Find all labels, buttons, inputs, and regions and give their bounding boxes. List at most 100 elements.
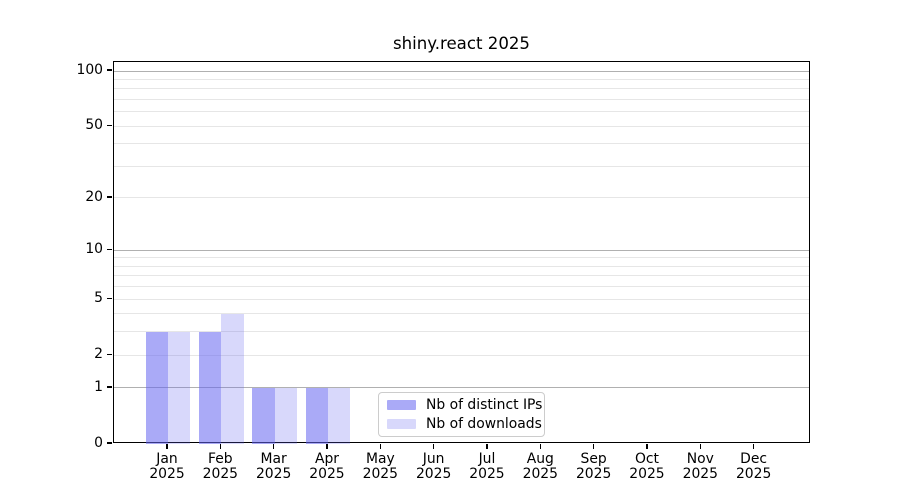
- gridline-minor: [114, 99, 809, 101]
- gridline-major: [114, 70, 809, 72]
- x-tick-month: Dec: [740, 451, 768, 467]
- y-tick-label: 10: [85, 241, 103, 258]
- x-tick: [539, 444, 541, 449]
- x-tick-year: 2025: [202, 465, 238, 482]
- y-tick: [107, 297, 112, 299]
- x-tick-month: Jul: [478, 451, 496, 467]
- x-tick-month: Feb: [208, 451, 233, 467]
- y-tick-label: 1: [94, 378, 103, 395]
- y-tick: [107, 353, 112, 355]
- x-tick-label: Sep 2025: [562, 452, 626, 481]
- gridline-minor: [114, 257, 809, 259]
- bar-distinct-ips: [145, 331, 168, 444]
- x-tick-year: 2025: [682, 465, 718, 482]
- x-tick: [699, 444, 701, 449]
- gridline-minor: [114, 286, 809, 288]
- x-tick-month: Mar: [260, 451, 287, 467]
- x-tick-month: Aug: [526, 451, 554, 467]
- gridline-minor: [114, 275, 809, 277]
- y-tick: [107, 442, 112, 444]
- gridline-minor: [114, 125, 809, 127]
- chart-title: shiny.react 2025: [393, 34, 530, 53]
- legend-label-distinct-ips: Nb of distinct IPs: [426, 397, 543, 413]
- legend-swatch-distinct-ips: [387, 399, 416, 411]
- x-tick-year: 2025: [149, 465, 185, 482]
- x-tick-year: 2025: [255, 465, 292, 482]
- gridline-minor: [114, 354, 809, 356]
- plot-area: [113, 61, 810, 444]
- gridline-major: [114, 249, 809, 251]
- gridline-minor: [114, 166, 809, 167]
- gridline-major: [114, 387, 809, 389]
- x-tick: [379, 444, 381, 449]
- x-tick-label: Oct 2025: [615, 452, 679, 481]
- x-tick-month: Jun: [422, 451, 445, 467]
- bar-distinct-ips: [305, 387, 328, 444]
- x-tick-label: Jun 2025: [402, 452, 466, 481]
- legend-item-downloads: Nb of downloads: [387, 416, 542, 432]
- x-tick-label: Feb 2025: [188, 452, 252, 481]
- y-tick: [107, 124, 112, 126]
- x-tick: [326, 444, 328, 449]
- x-tick-year: 2025: [309, 465, 345, 482]
- x-tick: [752, 444, 755, 449]
- gridline-minor: [114, 265, 809, 267]
- bar-distinct-ips: [198, 331, 222, 444]
- x-tick-month: Nov: [686, 451, 714, 467]
- y-tick-label: 0: [94, 435, 103, 451]
- x-tick-label: Apr 2025: [295, 452, 359, 481]
- y-tick: [107, 248, 112, 250]
- x-tick-year: 2025: [522, 465, 558, 482]
- x-tick-month: Sep: [580, 451, 607, 467]
- y-tick-label: 2: [94, 346, 103, 363]
- gridline-minor: [114, 331, 809, 333]
- y-tick: [107, 196, 112, 198]
- x-tick: [219, 444, 222, 449]
- y-tick: [107, 386, 112, 388]
- gridline-minor: [114, 88, 809, 90]
- x-tick-year: 2025: [415, 465, 452, 482]
- bar-downloads: [274, 387, 298, 444]
- x-tick: [272, 444, 275, 449]
- x-tick: [592, 444, 595, 449]
- y-tick-label: 5: [94, 290, 103, 307]
- legend-item-distinct-ips: Nb of distinct IPs: [387, 397, 542, 413]
- x-tick: [486, 444, 488, 449]
- x-tick-label: Mar 2025: [242, 452, 306, 481]
- gridline-minor: [114, 78, 809, 80]
- x-tick: [646, 444, 648, 449]
- x-tick-year: 2025: [362, 465, 398, 482]
- x-tick: [432, 444, 435, 449]
- y-tick: [107, 69, 112, 71]
- gridline-minor: [114, 197, 809, 199]
- x-tick-year: 2025: [629, 465, 665, 482]
- bar-downloads: [221, 313, 244, 444]
- x-tick: [166, 444, 168, 449]
- gridline-minor: [114, 143, 809, 145]
- y-tick-label: 50: [85, 117, 103, 134]
- x-tick-label: Dec 2025: [722, 452, 786, 481]
- x-tick-label: Jul 2025: [455, 452, 519, 481]
- x-tick-month: Jan: [156, 451, 178, 467]
- x-tick-year: 2025: [469, 465, 505, 482]
- gridline-minor: [114, 313, 809, 315]
- x-tick-year: 2025: [735, 465, 772, 482]
- gridline-minor: [114, 111, 809, 113]
- bar-distinct-ips: [252, 387, 275, 444]
- x-tick-month: Apr: [314, 451, 339, 467]
- bar-downloads: [327, 387, 351, 444]
- legend: Nb of distinct IPs Nb of downloads: [378, 392, 545, 437]
- x-tick-label: Aug 2025: [508, 452, 572, 481]
- x-tick-label: Nov 2025: [668, 452, 732, 481]
- legend-label-downloads: Nb of downloads: [426, 416, 542, 432]
- legend-swatch-downloads: [387, 418, 416, 430]
- gridline-minor: [114, 298, 809, 300]
- x-tick-label: May 2025: [348, 452, 412, 481]
- y-tick-label: 20: [85, 188, 103, 205]
- bar-downloads: [168, 331, 191, 444]
- x-tick-month: May: [365, 451, 395, 467]
- x-tick-label: Jan 2025: [135, 452, 199, 481]
- x-tick-month: Oct: [634, 451, 659, 467]
- x-tick-year: 2025: [575, 465, 612, 482]
